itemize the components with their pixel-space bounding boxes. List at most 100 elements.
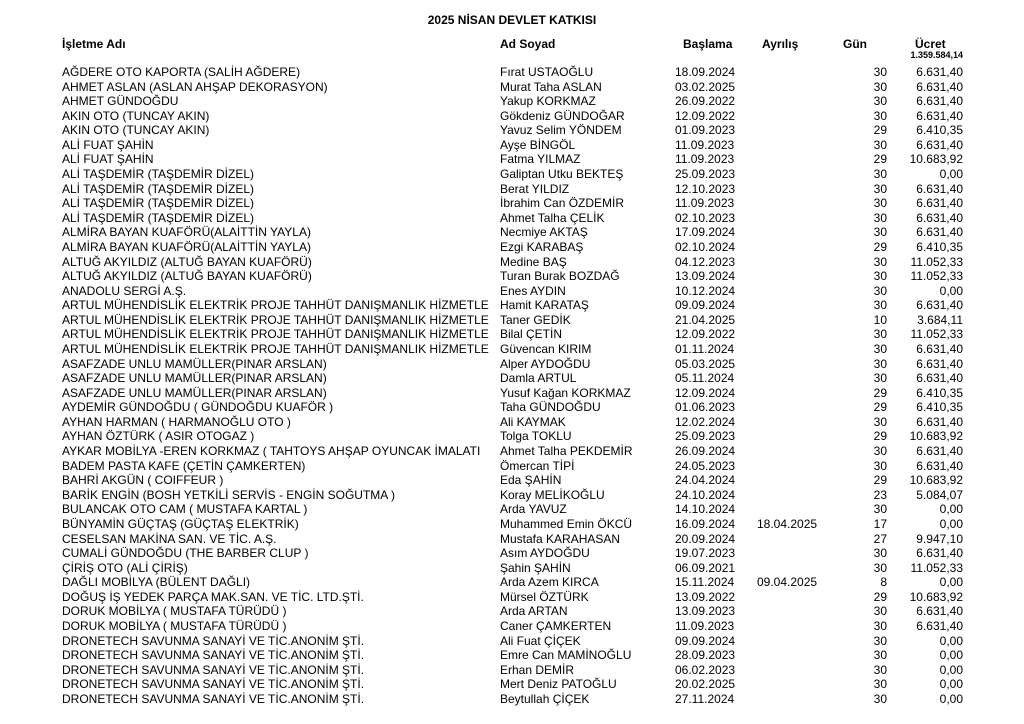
start-date: 13.09.2023: [675, 604, 736, 619]
days: 29: [873, 429, 887, 444]
wage: 6.631,40: [916, 618, 963, 633]
wage: 11.052,33: [910, 327, 964, 342]
start-date: 02.10.2023: [675, 210, 736, 225]
start-date: 12.02.2024: [675, 414, 736, 429]
page-title: 2025 NİSAN DEVLET KATKISI: [427, 13, 597, 27]
days: 30: [873, 283, 887, 298]
table-row: DRONETECH SAVUNMA SANAYİ VE TİC.ANONİM Ş…: [0, 692, 1024, 707]
table-row: DRONETECH SAVUNMA SANAYİ VE TİC.ANONİM Ş…: [0, 677, 1024, 692]
days: 30: [873, 341, 887, 356]
business-name: ALİ FUAT ŞAHİN: [62, 137, 154, 152]
business-name: DORUK MOBİLYA ( MUSTAFA TÜRÜDÜ ): [62, 618, 287, 633]
table-row: ALMİRA BAYAN KUAFÖRÜ(ALAİTTİN YAYLA) Ezgi…: [0, 240, 1024, 255]
days: 30: [873, 691, 887, 706]
days: 30: [873, 298, 887, 313]
days: 29: [873, 123, 887, 138]
days: 30: [873, 458, 887, 473]
start-date: 24.10.2024: [675, 487, 736, 502]
start-date: 01.06.2023: [675, 400, 736, 415]
table-row: DORUK MOBİLYA ( MUSTAFA TÜRÜDÜ ) Arda ART…: [0, 604, 1024, 619]
employee-name: İbrahim Can ÖZDEMİR: [500, 196, 625, 211]
days: 30: [873, 604, 887, 619]
start-date: 06.02.2023: [675, 662, 736, 677]
wage: 0,00: [939, 633, 963, 648]
business-name: BÜNYAMİN GÜÇTAŞ (GÜÇTAŞ ELEKTRİK): [62, 516, 299, 531]
employee-name: Ömercan TİPİ: [500, 458, 575, 473]
employee-name: Gökdeniz GÜNDOĞAR: [500, 108, 625, 123]
table-row: ALİ FUAT ŞAHİN Fatma YILMAZ 11.09.2023 29 10…: [0, 152, 1024, 167]
wage: 6.631,40: [916, 458, 963, 473]
wage: 6.631,40: [916, 196, 963, 211]
days: 30: [873, 269, 887, 284]
business-name: BULANCAK OTO CAM ( MUSTAFA KARTAL ): [62, 502, 308, 517]
employee-name: Alper AYDOĞDU: [500, 356, 591, 371]
days: 29: [873, 239, 887, 254]
table-row: ARTUL MÜHENDİSLİK ELEKTRİK PROJE TAHHÜT …: [0, 298, 1024, 313]
table-row: ALİ TAŞDEMİR (TAŞDEMİR DİZEL) Galiptan Ut…: [0, 167, 1024, 182]
business-name: ASAFZADE UNLU MAMÜLLER(PINAR ARSLAN): [62, 371, 327, 386]
start-date: 10.12.2024: [675, 283, 736, 298]
wage: 6.631,40: [916, 371, 963, 386]
start-date: 05.11.2024: [675, 371, 735, 386]
table-row: DRONETECH SAVUNMA SANAYİ VE TİC.ANONİM Ş…: [0, 634, 1024, 649]
business-name: DRONETECH SAVUNMA SANAYİ VE TİC.ANONİM Ş…: [62, 633, 365, 648]
end-date: 09.04.2025: [757, 575, 818, 590]
wage: 6.631,40: [916, 210, 963, 225]
wage: 10.683,92: [909, 473, 963, 488]
table-row: DRONETECH SAVUNMA SANAYİ VE TİC.ANONİM Ş…: [0, 663, 1024, 678]
business-name: ARTUL MÜHENDİSLİK ELEKTRİK PROJE TAHHÜT …: [62, 341, 489, 356]
business-name: AKIN OTO (TUNCAY AKIN): [62, 123, 210, 138]
wage: 6.631,40: [916, 444, 963, 459]
business-name: AKIN OTO (TUNCAY AKIN): [62, 108, 210, 123]
employee-name: Erhan DEMİR: [500, 662, 575, 677]
wage: 6.631,40: [916, 181, 963, 196]
days: 30: [873, 181, 887, 196]
employee-name: Necmiye AKTAŞ: [500, 225, 588, 240]
header-wage: Ücret: [915, 37, 946, 51]
employee-name: Berat YILDIZ: [500, 181, 570, 196]
table-row: ALİ TAŞDEMİR (TAŞDEMİR DİZEL) Ahmet Talha…: [0, 211, 1024, 226]
header-days: Gün: [843, 37, 867, 51]
wage: 10.683,92: [909, 429, 963, 444]
days: 30: [873, 65, 887, 79]
start-date: 06.09.2021: [675, 560, 736, 575]
header-end: Ayrılış: [762, 37, 799, 51]
wage: 6.410,35: [916, 239, 963, 254]
business-name: AYHAN ÖZTÜRK ( ASIR OTOGAZ ): [62, 429, 255, 444]
wage: 11.052,33: [910, 254, 964, 269]
employee-name: Hamit KARATAŞ: [500, 298, 589, 313]
days: 30: [873, 210, 887, 225]
business-name: BARİK ENGİN (BOSH YETKİLİ SERVİS - ENGİN…: [62, 487, 395, 502]
employee-name: Damla ARTUL: [500, 371, 577, 386]
table-row: BARİK ENGİN (BOSH YETKİLİ SERVİS - ENGİN…: [0, 488, 1024, 503]
start-date: 24.04.2024: [675, 473, 736, 488]
employee-name: Ayşe BİNGÖL: [500, 137, 576, 152]
days: 30: [873, 94, 887, 109]
employee-name: Muhammed Emin ÖKCÜ: [500, 516, 633, 531]
wage: 6.631,40: [916, 298, 963, 313]
business-name: ALMİRA BAYAN KUAFÖRÜ(ALAİTTİN YAYLA): [62, 225, 311, 240]
business-name: DAĞLI MOBİLYA (BÜLENT DAĞLI): [62, 575, 251, 590]
days: 30: [873, 225, 887, 240]
wage: 6.631,40: [916, 79, 963, 94]
table-row: AKIN OTO (TUNCAY AKIN) Gökdeniz GÜNDOĞAR 1…: [0, 109, 1024, 124]
business-name: ALİ FUAT ŞAHİN: [62, 152, 154, 167]
start-date: 11.09.2023: [675, 618, 735, 633]
start-date: 02.10.2024: [675, 239, 736, 254]
wage: 0,00: [939, 167, 963, 182]
days: 29: [873, 473, 887, 488]
days: 10: [873, 312, 887, 327]
days: 30: [873, 648, 887, 663]
employee-name: Ali KAYMAK: [500, 414, 566, 429]
table-row: ALİ FUAT ŞAHİN Ayşe BİNGÖL 11.09.2023 30 6.6…: [0, 138, 1024, 153]
start-date: 20.02.2025: [675, 677, 736, 692]
start-date: 26.09.2024: [675, 444, 736, 459]
employee-name: Bilal ÇETİN: [500, 327, 563, 342]
employee-name: Murat Taha ASLAN: [500, 79, 602, 94]
business-name: CUMALİ GÜNDOĞDU (THE BARBER CLUP ): [62, 546, 309, 561]
wage: 6.631,40: [916, 137, 963, 152]
business-name: BADEM PASTA KAFE (ÇETİN ÇAMKERTEN): [62, 458, 306, 473]
employee-name: Emre Can MAMİNOĞLU: [500, 648, 632, 663]
start-date: 25.09.2023: [675, 167, 736, 182]
employee-name: Taner GEDİK: [500, 312, 571, 327]
